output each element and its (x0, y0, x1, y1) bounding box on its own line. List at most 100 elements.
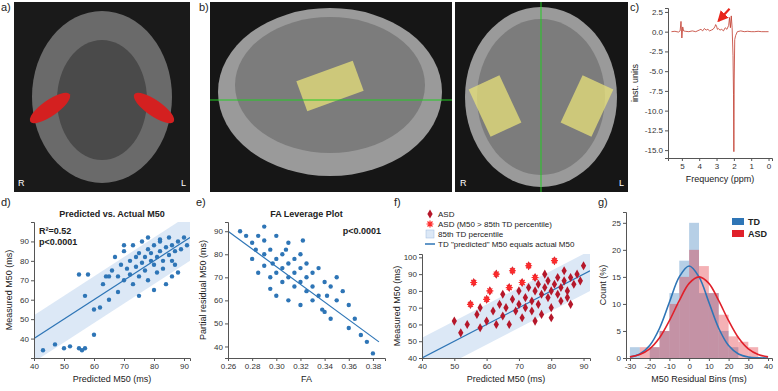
tick-mark (623, 331, 626, 332)
tick-mark (225, 254, 228, 255)
point (549, 313, 554, 322)
legend-swatch (426, 230, 434, 238)
point (92, 307, 96, 311)
tick-label: 70 (20, 276, 29, 285)
point (146, 247, 150, 251)
x-axis: 405060708090 (418, 358, 590, 371)
tick-mark (665, 130, 668, 131)
point (244, 234, 248, 238)
tick: 60 (483, 358, 492, 371)
tick-label: 5 (617, 327, 622, 336)
tick-label: 90 (20, 237, 29, 246)
y-axis-title: Measured M50 (ms) (4, 250, 14, 331)
tick-label: 0.30 (269, 362, 285, 371)
tick-label: 90 (408, 270, 417, 279)
tick-mark (373, 358, 374, 361)
point (268, 287, 272, 291)
arrow (719, 9, 730, 21)
image-background (455, 2, 628, 192)
point (286, 261, 290, 265)
tick: 70 (408, 304, 422, 313)
tick-mark (665, 150, 668, 151)
fit-line (422, 271, 590, 358)
tick-label: 40 (408, 354, 417, 363)
point (131, 243, 135, 247)
panel-label: e) (196, 196, 206, 208)
tick-mark (419, 324, 422, 325)
tick-mark (665, 32, 668, 33)
tick-label: -30 (625, 362, 637, 371)
point (507, 283, 512, 292)
brain-inner (57, 40, 147, 160)
tick: 60 (20, 296, 34, 305)
point (458, 328, 463, 337)
region (26, 88, 74, 129)
legend-swatch (427, 221, 434, 228)
point (334, 275, 338, 279)
point (562, 266, 567, 275)
point (304, 261, 308, 265)
tick-mark (717, 158, 718, 161)
fit-line (228, 231, 379, 342)
point (164, 245, 168, 249)
point (119, 263, 123, 267)
tick-mark (225, 346, 228, 347)
y-axis: 405060708090100 (404, 253, 423, 363)
point (137, 251, 141, 255)
tick: 60 (214, 296, 228, 305)
orientation-label: L (181, 178, 186, 188)
image-background (14, 2, 190, 192)
head (218, 8, 442, 176)
tick-label: 60 (483, 362, 492, 371)
tick-mark (669, 358, 670, 361)
point (520, 278, 525, 287)
tick-label: 20 (612, 246, 621, 255)
y-axis: 2.50.0-2.5-5.0-7.5-10.0-12.5-15.0 (645, 8, 669, 158)
point (98, 305, 102, 309)
axis-line (669, 159, 773, 162)
point (158, 237, 162, 241)
tick: 50 (450, 358, 459, 371)
point (468, 300, 473, 309)
tick-label: 70 (515, 362, 524, 371)
point (284, 247, 288, 251)
point (250, 241, 254, 245)
panel-label: d) (1, 196, 11, 208)
tick-label: 50 (408, 337, 417, 346)
point (116, 274, 120, 278)
point (92, 332, 96, 336)
tick-label: 0.32 (293, 362, 309, 371)
tick-mark (276, 358, 277, 361)
orientation-label: R (18, 178, 25, 188)
point (483, 296, 490, 303)
x-axis-title: Predicted M50 (ms) (73, 374, 152, 384)
tick-mark (225, 300, 228, 301)
tick-mark (64, 358, 65, 361)
mri-panel: RL (210, 2, 628, 192)
tick: -10 (664, 358, 676, 371)
point (316, 266, 320, 270)
voxel (561, 75, 614, 136)
point (292, 257, 296, 261)
point (122, 243, 126, 247)
tick-mark (623, 358, 626, 359)
tick-mark (709, 358, 710, 361)
legend-swatch (732, 218, 744, 225)
tick-label: -12.5 (645, 126, 664, 135)
point (341, 289, 345, 293)
legend: TDASD (732, 217, 768, 239)
mri-panel: RL (14, 2, 190, 192)
axis-line (423, 359, 591, 362)
tick-mark (487, 358, 488, 361)
tick-label: 0.0 (652, 28, 664, 37)
tick-mark (325, 358, 326, 361)
point (140, 239, 144, 243)
annotation: p<0.0001 (39, 237, 77, 247)
tick: 80 (20, 257, 34, 266)
point (161, 259, 165, 263)
tick-mark (748, 358, 749, 361)
point (304, 275, 308, 279)
point (170, 243, 174, 247)
point (465, 320, 470, 329)
tick-mark (419, 291, 422, 292)
